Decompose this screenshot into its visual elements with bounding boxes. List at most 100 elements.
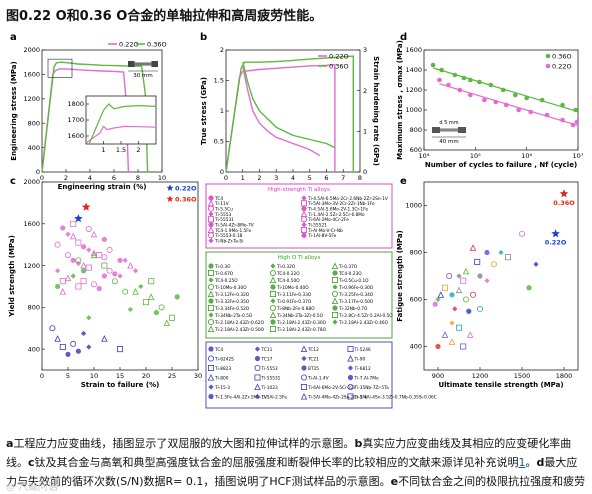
legend-high-o-marker bbox=[331, 297, 339, 305]
x-tick-label: 8 bbox=[136, 174, 140, 182]
caption-d-text: 最大应力与失效前的循环次数(S/N)数据R= 0.1，插图说明了HCF测试样品的… bbox=[6, 456, 578, 488]
data-point bbox=[448, 338, 456, 345]
legend-high-o-marker bbox=[207, 283, 214, 290]
data-point bbox=[462, 296, 469, 303]
x-tick-label: 1500 bbox=[514, 372, 531, 380]
data-point bbox=[441, 331, 449, 338]
data-point bbox=[441, 284, 448, 291]
reference-link-1[interactable]: 1 bbox=[518, 456, 526, 469]
hcf-specimen-grip-right bbox=[458, 127, 466, 133]
data-point bbox=[60, 225, 66, 231]
legend-ti-alloys-marker bbox=[347, 355, 354, 362]
legend-high-o-item: Ti-0.3O bbox=[214, 264, 231, 270]
caption-a-text: 工程应力应变曲线，插图显示了双屈服的放大图和拉伸试样的示意图。 bbox=[13, 437, 355, 450]
x-axis-label: Strain to failure (%) bbox=[81, 381, 160, 389]
x-tick-label: 30 bbox=[194, 372, 202, 380]
x-tick-label: 20 bbox=[142, 372, 150, 380]
data-point bbox=[490, 261, 497, 268]
legend-high-o-item: Ti-0.67O bbox=[214, 271, 234, 277]
legend-ti-alloys-item: Ti-15-3 bbox=[214, 385, 230, 391]
y-tick-label: 0 bbox=[220, 168, 224, 176]
legend-ti-alloys-marker bbox=[207, 355, 214, 362]
legend-label-0.22O: 0.22O bbox=[552, 62, 572, 70]
legend-high-o-marker bbox=[207, 269, 214, 276]
legend-high-o-marker bbox=[269, 311, 277, 319]
legend-high-o-marker bbox=[331, 276, 338, 283]
y-tick-label: 1600 bbox=[405, 46, 422, 54]
legend-high-o-item: TC4-0.25O bbox=[214, 278, 238, 284]
data-point bbox=[437, 291, 445, 298]
data-point bbox=[70, 220, 77, 227]
highlight-label-0.22O: 0.22O bbox=[545, 239, 567, 247]
data-point bbox=[54, 335, 61, 342]
y-tick-label: 1200 bbox=[23, 95, 40, 103]
legend-high-strength-marker bbox=[301, 222, 307, 228]
curve-0.22O bbox=[225, 63, 336, 173]
legend-high-strength-marker bbox=[208, 222, 214, 228]
legend-ti-alloys-item: Ti-5246 bbox=[354, 347, 371, 353]
legend-high-strength-item: Ti-11V bbox=[214, 201, 229, 207]
legend-high-o-marker bbox=[332, 305, 338, 311]
legend-ti-alloys-item: Ti-5Al-4Mo-4Zr-2Sn-2Cr-1Fe bbox=[307, 394, 368, 400]
data-point bbox=[86, 315, 92, 321]
data-point bbox=[101, 273, 107, 279]
x-tick-label: 1 bbox=[241, 174, 245, 182]
legend-high-o-marker bbox=[331, 290, 338, 297]
legend-ti-alloys-item: TC4 bbox=[214, 347, 223, 353]
hcf-specimen-grip-left bbox=[432, 127, 440, 133]
legend-ti-alloys-marker bbox=[208, 384, 214, 390]
legend-high-o-marker bbox=[207, 318, 214, 325]
legend-high-strength-marker bbox=[301, 232, 307, 238]
data-point bbox=[138, 283, 144, 290]
legend-ti-alloys-item: Ti-55531 bbox=[261, 375, 281, 381]
legend-high-strength-item: Ti-5553-0.1B bbox=[214, 233, 243, 239]
caption-a-label: a bbox=[6, 437, 14, 450]
legend-ti-alloys-item: Ti-5553 bbox=[261, 366, 278, 372]
legend-high-strength-item: Ti-6Al-2Mo-4Cr-2Fe bbox=[307, 217, 349, 223]
data-point bbox=[70, 273, 76, 279]
legend-high-o-marker bbox=[270, 284, 276, 290]
x-tick-label: 1 bbox=[101, 146, 105, 154]
x-tick-label: 25 bbox=[168, 372, 176, 380]
inset-curve-0.22O bbox=[85, 125, 157, 144]
data-point bbox=[460, 343, 467, 350]
legend-high-strength-item: Ti-5553 bbox=[214, 212, 231, 218]
panel-c-legend: High-strength Ti alloys TC4 Ti-4.5Al-6.5Mo… bbox=[205, 183, 437, 409]
data-point bbox=[101, 236, 107, 243]
panel-d: 10⁴ 10⁵ 10⁶ 10⁷ 600 800 1000 1200 1400 1600 Number… bbox=[396, 32, 584, 169]
data-point bbox=[81, 244, 87, 250]
data-point bbox=[101, 335, 108, 342]
x-tick-label: 1200 bbox=[472, 372, 489, 380]
inset-curve-0.36O bbox=[88, 103, 157, 144]
y-tick-label: 1600 bbox=[23, 71, 40, 79]
legend-ti-alloys-item: Ti-Al-1.4V bbox=[307, 375, 329, 381]
legend-high-strength-item: Ti-5Al-4Zr-8Mo-7V bbox=[214, 222, 254, 228]
x-tick-label: 0 bbox=[40, 372, 44, 380]
data-point bbox=[504, 254, 511, 261]
legend-ti-alloys-marker bbox=[254, 346, 261, 352]
caption-e-label: e bbox=[390, 475, 399, 488]
data-point bbox=[533, 261, 539, 267]
legend-ti-alloys-item: Ti-1.5Fe-4Al-2Zr-1Mo-1V bbox=[214, 394, 267, 400]
highlight-star-0.36O bbox=[81, 202, 91, 211]
legend-ti-alloys-marker bbox=[207, 364, 214, 371]
legend-high-o-item: Ti-2.18Al-2.43Zr-0.30O bbox=[276, 320, 327, 326]
data-point bbox=[526, 285, 532, 291]
legend-high-o-item: Ti-34Nb-2Ta-3Zr-0.5O bbox=[276, 313, 324, 319]
legend-ti-alloys-item: TC11 bbox=[261, 347, 273, 353]
legend-high-strength-item: TC4-1.9Mo-1.5Fe bbox=[214, 228, 252, 234]
data-point bbox=[85, 225, 92, 232]
data-point bbox=[466, 331, 474, 338]
data-point bbox=[117, 273, 123, 279]
legend-ti-alloys-item: Ti-7.Al-7Mo bbox=[354, 375, 379, 381]
y-tick-label: 1600 bbox=[23, 220, 40, 228]
legend-marker-0.36O bbox=[545, 53, 551, 59]
panel-e: 900 1200 1500 1800 400 600 800 1000 Ultimate ten… bbox=[396, 176, 579, 389]
data-point bbox=[111, 278, 118, 285]
data-point bbox=[90, 249, 98, 257]
legend-ti-alloys-marker bbox=[300, 374, 307, 381]
legend-high-o-item: Ti-0.96Fe-0.30O bbox=[338, 285, 374, 291]
legend-high-o-item: Ti-32Nb-0.7O bbox=[338, 306, 368, 312]
panel-letter: b bbox=[200, 32, 207, 43]
panel-letter: d bbox=[400, 32, 407, 43]
